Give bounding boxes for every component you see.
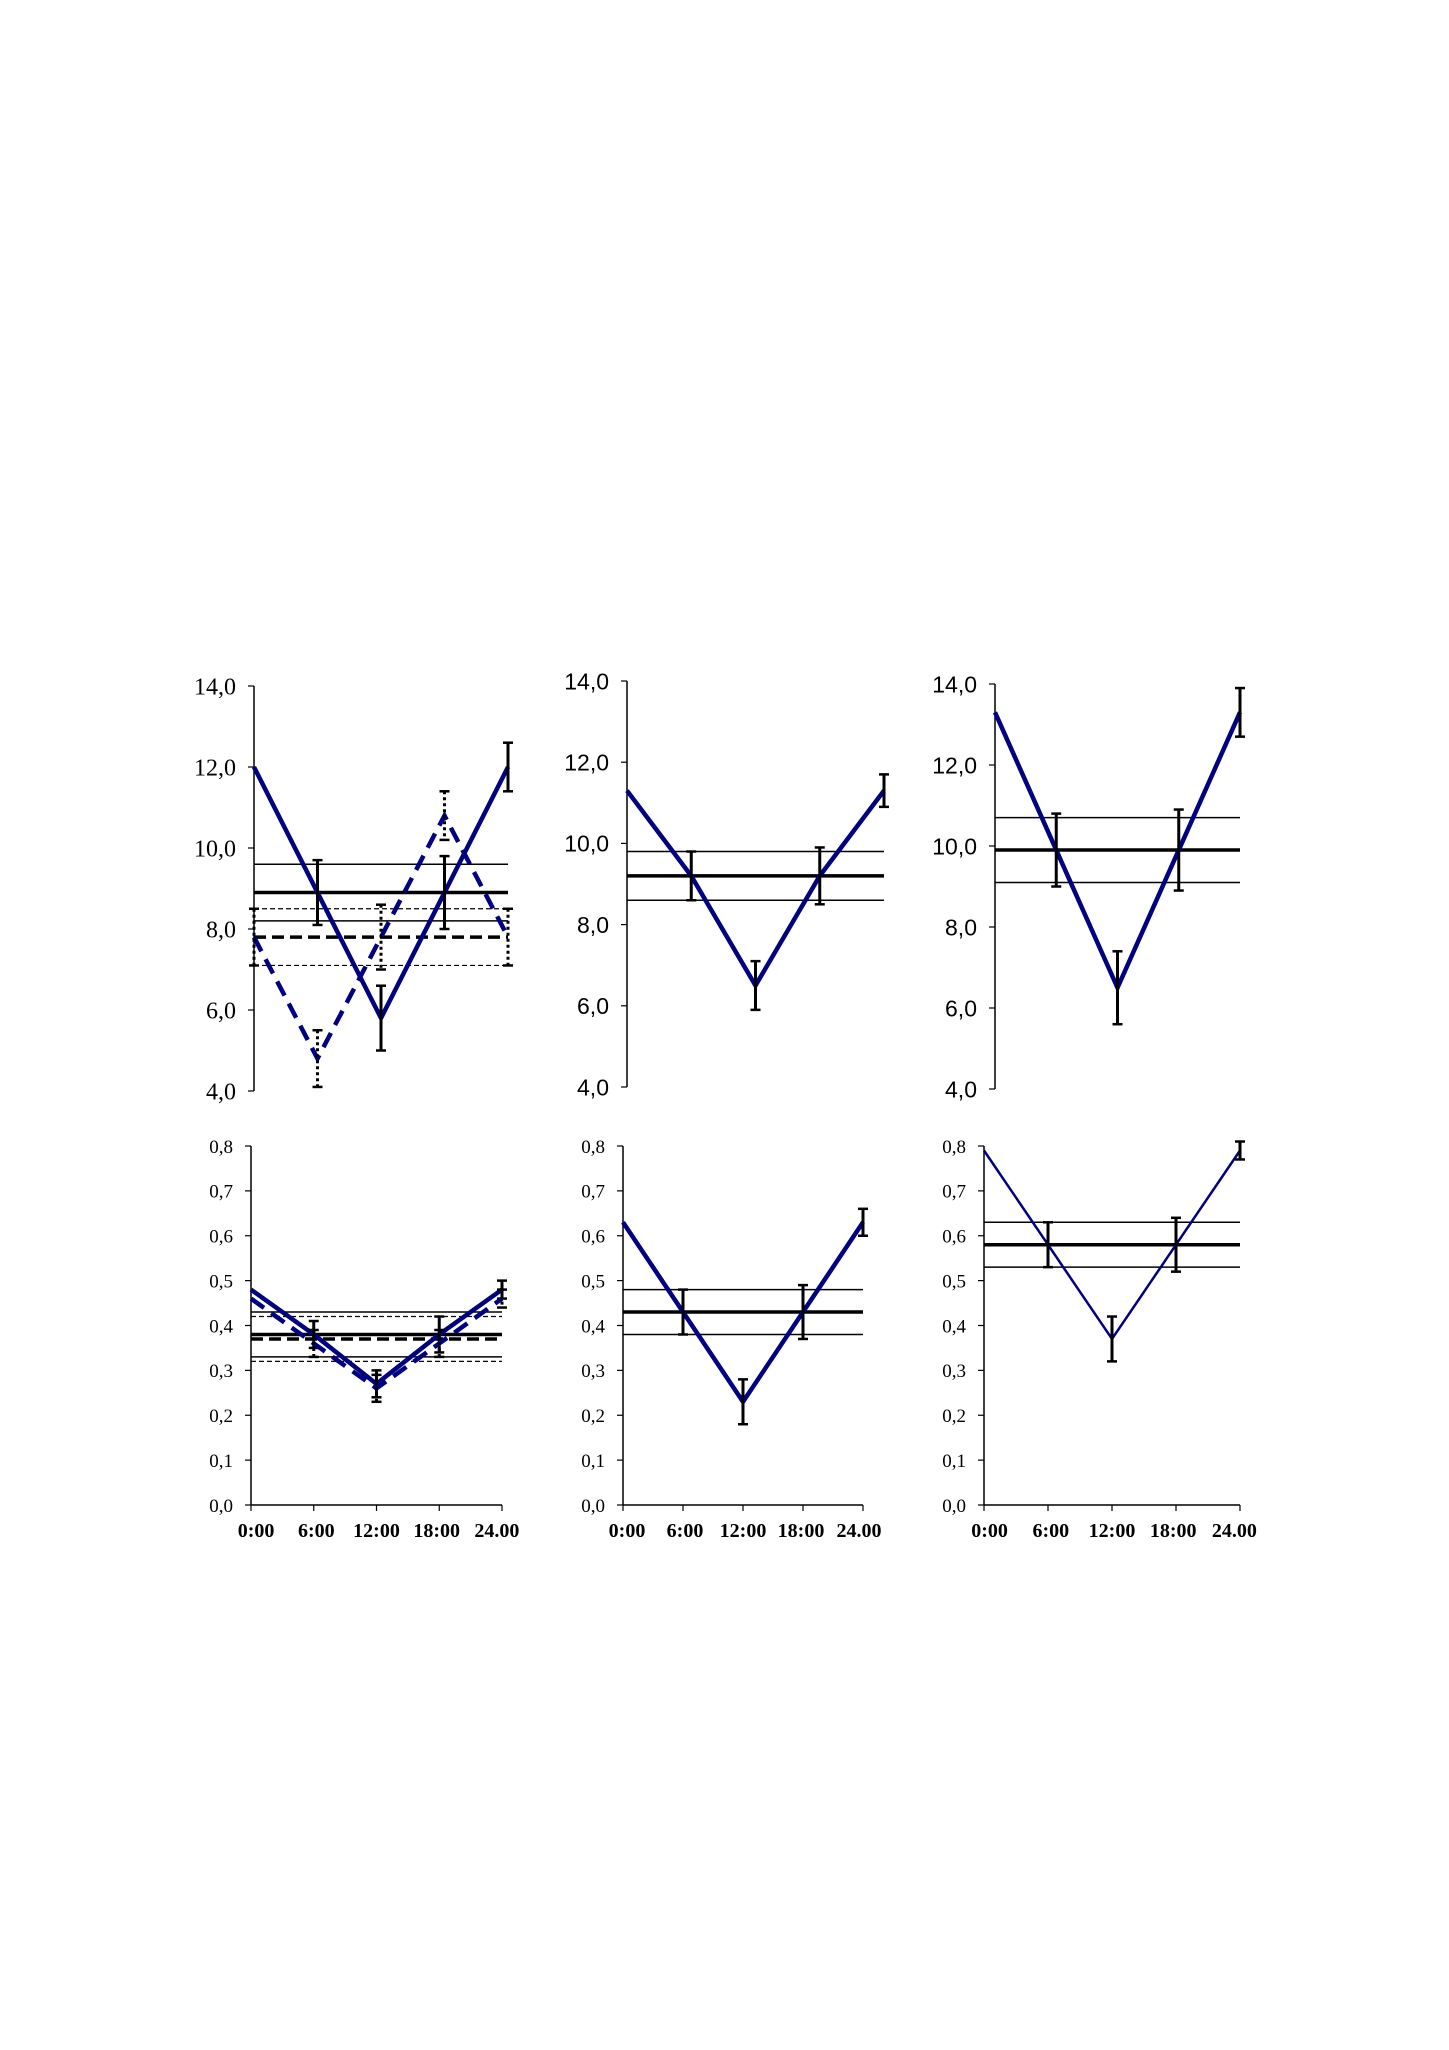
x-tick-label: 18:00 bbox=[413, 1520, 460, 1542]
x-tick-label: 18:00 bbox=[1150, 1520, 1197, 1542]
y-tick-label: 0,5 bbox=[209, 1271, 233, 1292]
y-tick-label: 0,7 bbox=[209, 1182, 233, 1203]
y-tick-label: 8,0 bbox=[577, 912, 609, 938]
y-tick-label: 12,0 bbox=[564, 749, 609, 775]
y-tick-label: 0,7 bbox=[942, 1182, 966, 1203]
chart-panel-top-left: 4,0 6,0 8,0 10,0 12,0 14,0 bbox=[194, 675, 513, 1106]
y-tick-label: 0,3 bbox=[209, 1361, 233, 1382]
x-tick-label: 0:00 bbox=[238, 1520, 275, 1542]
y-tick-label: 8,0 bbox=[206, 918, 236, 944]
x-tick-label: 24.00 bbox=[837, 1520, 882, 1542]
y-tick-label: 12,0 bbox=[932, 752, 977, 778]
x-tick-label: 6:00 bbox=[667, 1520, 704, 1542]
x-tick-label: 24.00 bbox=[474, 1520, 519, 1542]
y-tick-label: 0,6 bbox=[942, 1227, 966, 1248]
y-tick-label: 0,1 bbox=[581, 1451, 605, 1472]
y-tick-label: 0,8 bbox=[209, 1137, 233, 1158]
series-line bbox=[625, 789, 886, 990]
y-tick-label: 0,6 bbox=[209, 1227, 233, 1248]
y-tick-label: 0,4 bbox=[942, 1316, 966, 1337]
y-tick-label: 12,0 bbox=[194, 756, 236, 782]
y-tick-label: 14,0 bbox=[564, 668, 609, 694]
y-tick-label: 10,0 bbox=[564, 831, 609, 857]
y-tick-label: 0,3 bbox=[581, 1361, 605, 1382]
y-tick-label: 4,0 bbox=[577, 1074, 609, 1100]
y-tick-label: 4,0 bbox=[206, 1080, 236, 1106]
x-tick-label: 6:00 bbox=[298, 1520, 335, 1542]
y-tick-label: 0,2 bbox=[581, 1406, 605, 1427]
y-tick-label: 0,3 bbox=[942, 1361, 966, 1382]
y-tick-label: 0,0 bbox=[942, 1496, 966, 1517]
y-tick-label: 0,1 bbox=[942, 1451, 966, 1472]
x-tick-label: 0:00 bbox=[609, 1520, 646, 1542]
y-tick-label: 6,0 bbox=[577, 993, 609, 1019]
x-tick-label: 12:00 bbox=[353, 1520, 400, 1542]
y-tick-label: 0,6 bbox=[581, 1227, 605, 1248]
y-tick-label: 0,0 bbox=[209, 1496, 233, 1517]
dashed-series-line bbox=[252, 810, 510, 1064]
y-tick-label: 6,0 bbox=[945, 995, 977, 1021]
y-tick-label: 0,4 bbox=[209, 1316, 233, 1337]
y-tick-label: 8,0 bbox=[945, 914, 977, 940]
y-tick-label: 14,0 bbox=[932, 671, 977, 697]
y-tick-label: 0,5 bbox=[942, 1271, 966, 1292]
y-tick-label: 0,8 bbox=[942, 1137, 966, 1158]
y-tick-label: 0,2 bbox=[209, 1406, 233, 1427]
chart-panel-top-right: 4,0 6,0 8,0 10,0 12,0 14,0 bbox=[932, 671, 1245, 1102]
chart-panel-bottom-right: 0,0 0,1 0,2 0,3 0,4 0,5 0,6 0,7 0,8 0:00 6:00 12:00… bbox=[942, 1137, 1257, 1542]
chart-panel-bottom-middle: 0,0 0,1 0,2 0,3 0,4 0,5 0,6 0,7 0,8 0:00 6:00 12:00… bbox=[581, 1137, 881, 1542]
y-tick-label: 6,0 bbox=[206, 999, 236, 1025]
chart-panel-top-middle: 4,0 6,0 8,0 10,0 12,0 14,0 bbox=[564, 668, 889, 1100]
y-tick-label: 0,5 bbox=[581, 1271, 605, 1292]
y-tick-label: 0,7 bbox=[581, 1182, 605, 1203]
x-tick-label: 12:00 bbox=[1089, 1520, 1136, 1542]
y-tick-label: 0,8 bbox=[581, 1137, 605, 1158]
x-tick-label: 12:00 bbox=[720, 1520, 767, 1542]
y-tick-label: 0,0 bbox=[581, 1496, 605, 1517]
y-tick-label: 0,4 bbox=[581, 1316, 605, 1337]
y-tick-label: 14,0 bbox=[194, 675, 236, 701]
y-tick-label: 10,0 bbox=[932, 833, 977, 859]
x-tick-label: 6:00 bbox=[1032, 1520, 1069, 1542]
y-tick-label: 0,2 bbox=[942, 1406, 966, 1427]
x-tick-label: 24.00 bbox=[1212, 1520, 1257, 1542]
chart-panel-bottom-left: 0,0 0,1 0,2 0,3 0,4 0,5 0,6 0,7 0,8 0:00 6:00 12:00… bbox=[209, 1137, 519, 1542]
y-tick-label: 4,0 bbox=[945, 1076, 977, 1102]
y-tick-label: 0,1 bbox=[209, 1451, 233, 1472]
y-tick-label: 10,0 bbox=[194, 837, 236, 863]
x-tick-label: 18:00 bbox=[778, 1520, 825, 1542]
x-tick-label: 0:00 bbox=[971, 1520, 1008, 1542]
